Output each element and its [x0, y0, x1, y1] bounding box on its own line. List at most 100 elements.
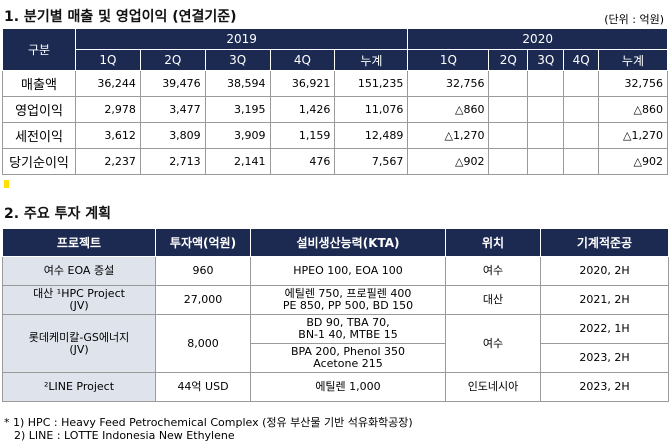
section-title: 1. 분기별 매출 및 영업이익 (연결기준) — [4, 9, 237, 25]
location-cell: 여수 — [445, 256, 541, 286]
cell: 2,237 — [74, 148, 141, 175]
location-cell: 여수 — [445, 314, 541, 373]
completion-cell: 2023, 2H — [540, 372, 669, 402]
completion-cell: 2020, 2H — [540, 256, 669, 286]
row-label: 세전이익 — [2, 122, 76, 149]
column-header: 누계 — [597, 49, 669, 71]
cell — [488, 70, 528, 97]
cell: 476 — [269, 148, 336, 175]
cell: 12,489 — [334, 122, 409, 149]
project-line: 롯데케미칼-GS에너지 — [28, 330, 130, 344]
header-row: 1Q 2Q 3Q 4Q 누계 1Q 2Q 3Q 4Q 누계 — [3, 49, 669, 71]
column-header: 누계 — [334, 49, 409, 71]
data-row: 대산 ¹HPC Project (JV) 27,000 에틸렌 750, 프로필렌 4… — [2, 285, 669, 315]
cell: △902 — [407, 148, 490, 175]
investment-cell: 8,000 — [155, 314, 251, 373]
completion-cell: 2022, 1H — [540, 314, 669, 344]
unit-note: (단위 : 억원) — [604, 13, 664, 26]
column-header: 2Q — [139, 49, 206, 71]
project-line: (JV) — [69, 342, 89, 356]
cell: △1,270 — [597, 122, 669, 149]
cell — [526, 70, 565, 97]
project-cell: 롯데케미칼-GS에너지 (JV) — [2, 314, 156, 373]
row-label: 매출액 — [2, 70, 76, 97]
capacity-line: 에틸렌 1,000 — [315, 380, 381, 393]
project-cell: 대산 ¹HPC Project (JV) — [2, 285, 156, 315]
capacity-cell: 에틸렌 1,000 — [250, 372, 446, 402]
column-header: 투자액(억원) — [155, 228, 251, 257]
cell: 3,909 — [204, 122, 271, 149]
cell: 7,567 — [334, 148, 409, 175]
investment-cell: 960 — [155, 256, 251, 286]
cell: 3,477 — [139, 96, 206, 123]
column-header: 설비생산능력(KTA) — [250, 228, 446, 257]
project-line: 대산 ¹HPC Project — [33, 287, 125, 300]
cell — [488, 96, 528, 123]
column-header: 기계적준공 — [540, 228, 669, 257]
capacity-cell: 에틸렌 750, 프로필렌 400 PE 850, PP 500, BD 150 — [250, 285, 446, 315]
capacity-line: BN-1 40, MTBE 15 — [298, 328, 398, 341]
column-header: 1Q — [74, 49, 141, 71]
data-row: ²LINE Project 44억 USD 에틸렌 1,000 인도네시아 2023, … — [2, 372, 669, 402]
header-row: 프로젝트 투자액(억원) 설비생산능력(KTA) 위치 기계적준공 — [2, 228, 669, 257]
capacity-cell: BD 90, TBA 70, BN-1 40, MTBE 15 — [250, 314, 446, 344]
cell: 1,426 — [269, 96, 336, 123]
column-header: 4Q — [269, 49, 336, 71]
footnote: 2) LINE : LOTTE Indonesia New Ethylene — [14, 429, 235, 442]
capacity-line: HPEO 100, EOA 100 — [293, 264, 403, 277]
investment-cell: 44억 USD — [155, 372, 251, 402]
capacity-cell: HPEO 100, EOA 100 — [250, 256, 446, 286]
data-row: 영업이익 2,978 3,477 3,195 1,426 11,076 △860 △860 — [2, 96, 669, 123]
row-label: 영업이익 — [2, 96, 76, 123]
project-line: ²LINE Project — [43, 380, 115, 393]
column-header: 위치 — [445, 228, 541, 257]
cell: △1,270 — [407, 122, 490, 149]
column-header: 3Q — [526, 49, 565, 71]
capacity-cell: BPA 200, Phenol 350 Acetone 215 — [250, 343, 446, 373]
project-cell: 여수 EOA 증설 — [2, 256, 156, 286]
cell — [526, 96, 565, 123]
cell: 2,978 — [74, 96, 141, 123]
cell: △860 — [407, 96, 490, 123]
project-line: 여수 EOA 증설 — [43, 264, 115, 277]
marker — [4, 180, 9, 188]
column-header: 프로젝트 — [2, 228, 156, 257]
cell: △902 — [597, 148, 669, 175]
cell: 2,141 — [204, 148, 271, 175]
cell — [526, 122, 565, 149]
column-header: 2Q — [488, 49, 528, 71]
completion-cell: 2023, 2H — [540, 343, 669, 373]
cell: 3,195 — [204, 96, 271, 123]
investment-cell: 27,000 — [155, 285, 251, 315]
row-label: 당기순이익 — [2, 148, 76, 175]
cell — [488, 122, 528, 149]
earnings-table: 구분 2019 2020 1Q 2Q 3Q 4Q 누계 1Q 2Q 3Q 4Q 누계 매출액 36,244 3… — [2, 28, 669, 175]
data-row: 세전이익 3,612 3,809 3,909 1,159 12,489 △1,270 △1,2… — [2, 122, 669, 149]
cell: 3,809 — [139, 122, 206, 149]
column-header: 4Q — [563, 49, 599, 71]
cell: 36,921 — [269, 70, 336, 97]
cell: △860 — [597, 96, 669, 123]
cell: 11,076 — [334, 96, 409, 123]
cell: 2,713 — [139, 148, 206, 175]
cell: 39,476 — [139, 70, 206, 97]
capacity-line: 에틸렌 750, 프로필렌 400 — [284, 287, 412, 300]
capacity-line: PE 850, PP 500, BD 150 — [282, 299, 414, 312]
location-cell: 대산 — [445, 285, 541, 315]
cell: 38,594 — [204, 70, 271, 97]
project-line: (JV) — [69, 299, 89, 312]
cell: 1,159 — [269, 122, 336, 149]
section-title: 2. 주요 투자 계획 — [4, 206, 111, 222]
year-header: 2019 — [74, 28, 409, 50]
project-cell: ²LINE Project — [2, 372, 156, 402]
data-row: 매출액 36,244 39,476 38,594 36,921 151,235 32,756… — [2, 70, 669, 97]
header-cell: 구분 — [2, 28, 76, 71]
year-header: 2020 — [407, 28, 668, 50]
capacity-line: Acetone 215 — [313, 357, 383, 370]
completion-cell: 2021, 2H — [540, 285, 669, 315]
cell — [563, 70, 599, 97]
cell: 3,612 — [74, 122, 141, 149]
data-row: 여수 EOA 증설 960 HPEO 100, EOA 100 여수 2020, 2H — [2, 256, 669, 286]
